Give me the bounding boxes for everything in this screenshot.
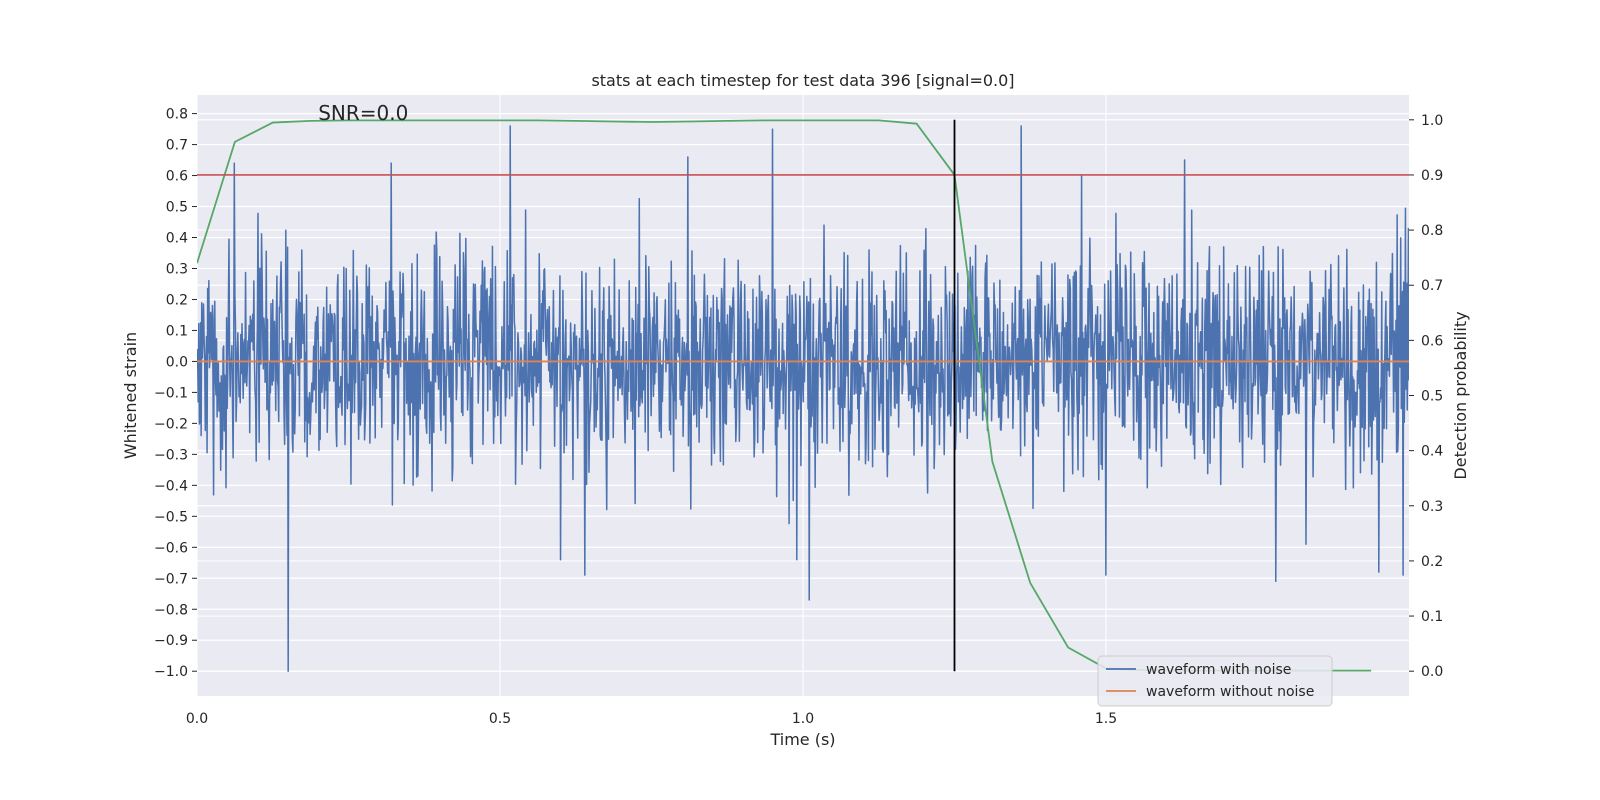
- y2-tick-label: 0.9: [1421, 168, 1443, 184]
- y-tick-label: −0.5: [154, 509, 188, 525]
- legend-box: [1097, 655, 1333, 707]
- x-tick-label: 1.5: [1095, 711, 1117, 727]
- y2-tick-label: 0.4: [1421, 444, 1443, 460]
- legend-label-noise: waveform with noise: [1146, 662, 1291, 678]
- y-tick-label: 0.5: [166, 200, 188, 216]
- y-axis-label: Whitened strain: [121, 332, 140, 459]
- series-waveform-with-noise: [197, 125, 1409, 672]
- y-tick-label: −0.1: [154, 385, 188, 401]
- y2-tick-label: 0.1: [1421, 609, 1443, 625]
- y-tick-label: −0.8: [154, 602, 188, 618]
- y-tick-label: 0.0: [166, 354, 188, 370]
- y2-tick-label: 1.0: [1421, 113, 1443, 129]
- y2-axis-label: Detection probability: [1451, 311, 1470, 479]
- y-tick-label: 0.8: [166, 107, 188, 123]
- y2-tick-label: 0.8: [1421, 223, 1443, 239]
- y-tick-label: 0.4: [166, 231, 188, 247]
- y-tick-label: −0.3: [154, 447, 188, 463]
- x-tick-label: 1.0: [792, 711, 814, 727]
- y-tick-label: −1.0: [154, 664, 188, 680]
- snr-annotation: SNR=0.0: [318, 101, 408, 125]
- y-tick-label: −0.7: [154, 571, 188, 587]
- y-tick-label: −0.2: [154, 416, 188, 432]
- legend-label-clean: waveform without noise: [1146, 684, 1314, 700]
- y-tick-label: 0.6: [166, 169, 188, 185]
- y2-tick-label: 0.5: [1421, 389, 1443, 405]
- y-tick-label: 0.3: [166, 261, 188, 277]
- y2-tick-label: 0.0: [1421, 664, 1443, 680]
- y-tick-label: 0.1: [166, 323, 188, 339]
- x-tick-label: 0.5: [489, 711, 511, 727]
- y2-tick-label: 0.2: [1421, 554, 1443, 570]
- y-tick-label: 0.2: [166, 292, 188, 308]
- y2-tick-label: 0.3: [1421, 499, 1443, 515]
- y-tick-label: −0.4: [154, 478, 188, 494]
- chart-title: stats at each timestep for test data 396…: [591, 71, 1014, 90]
- y2-tick-label: 0.6: [1421, 333, 1443, 349]
- x-tick-label: 0.0: [186, 711, 208, 727]
- axes: 0.8 0.7 0.6 0.5 0.4 0.3 0.2 0.1 0.0 −0.1 −0.2 −0.3 −…: [154, 107, 1443, 727]
- legend: waveform with noise waveform without noi…: [1097, 655, 1333, 707]
- y2-tick-label: 0.7: [1421, 278, 1443, 294]
- y-tick-label: −0.6: [154, 540, 188, 556]
- y-tick-label: −0.9: [154, 633, 188, 649]
- y-tick-label: 0.7: [166, 138, 188, 154]
- x-axis-label: Time (s): [769, 730, 835, 749]
